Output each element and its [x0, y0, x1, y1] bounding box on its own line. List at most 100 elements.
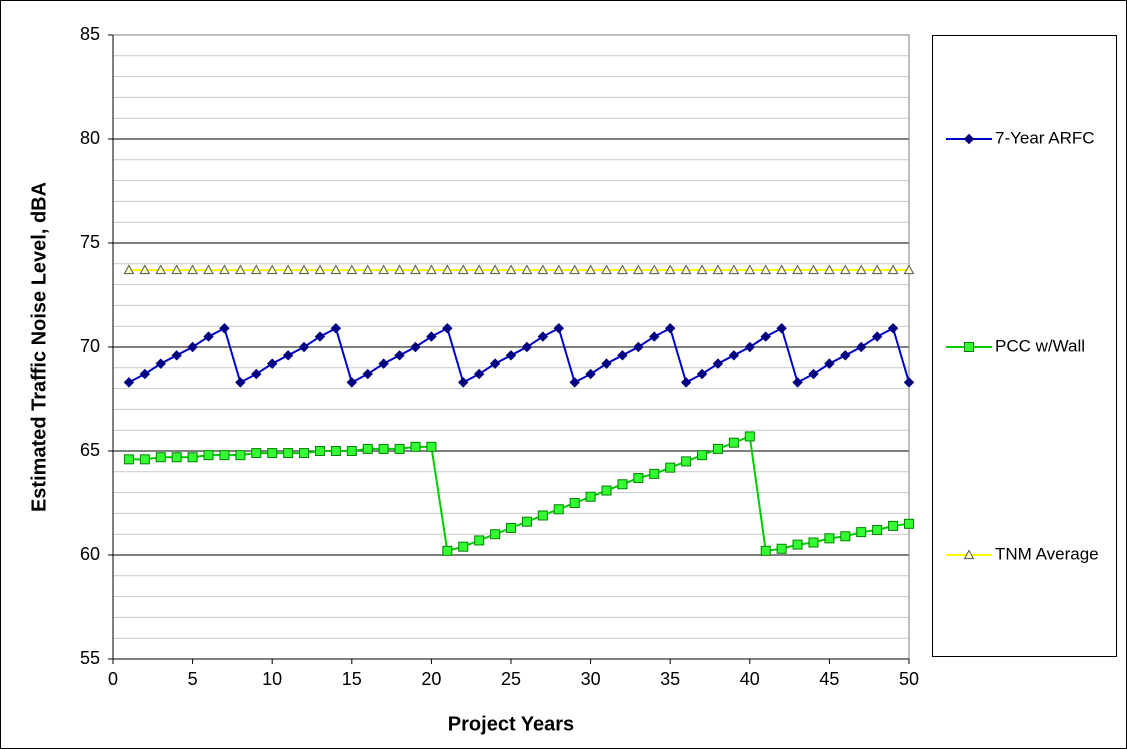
- square-marker: [346, 446, 357, 456]
- square-marker: [219, 450, 230, 461]
- legend-label: PCC w/Wall: [995, 336, 1085, 355]
- triangle-marker: [808, 264, 819, 275]
- triangle-marker: [744, 264, 756, 275]
- diamond-marker: [664, 323, 676, 334]
- square-marker: [856, 527, 867, 538]
- triangle-marker: [473, 264, 485, 275]
- triangle-marker: [362, 264, 374, 275]
- triangle-marker: [330, 264, 342, 275]
- square-marker: [235, 450, 246, 461]
- square-marker: [697, 450, 708, 461]
- square-marker: [617, 479, 628, 490]
- square-marker: [251, 448, 262, 459]
- diamond-marker: [696, 368, 708, 380]
- diamond-marker: [649, 331, 660, 342]
- diamond-marker: [617, 350, 628, 361]
- square-marker: [537, 510, 548, 521]
- triangle-marker: [792, 264, 803, 275]
- square-marker: [314, 446, 325, 456]
- square-marker: [203, 450, 214, 461]
- triangle-marker: [203, 264, 214, 275]
- x-tick-label: 35: [660, 669, 680, 689]
- square-marker: [681, 456, 692, 467]
- square-marker: [521, 516, 532, 527]
- diamond-marker: [473, 368, 485, 380]
- triangle-marker: [441, 264, 453, 275]
- square-marker: [569, 498, 580, 508]
- triangle-marker: [505, 264, 517, 275]
- x-tick-label: 40: [740, 669, 760, 689]
- triangle-marker: [235, 264, 246, 275]
- y-tick-label: 85: [80, 24, 100, 44]
- square-marker: [394, 443, 405, 454]
- square-marker: [330, 446, 341, 456]
- diamond-marker: [585, 368, 596, 380]
- diamond-marker: [792, 377, 803, 388]
- triangle-marker: [521, 264, 533, 275]
- triangle-marker: [187, 264, 198, 275]
- square-marker: [585, 491, 596, 502]
- legend-label: 7-Year ARFC: [995, 128, 1095, 147]
- triangle-marker: [696, 264, 708, 275]
- y-tick-label: 75: [80, 232, 100, 252]
- triangle-marker: [776, 264, 787, 275]
- square-marker: [760, 545, 771, 556]
- diamond-marker: [235, 377, 246, 388]
- diamond-marker: [903, 377, 915, 388]
- y-tick-label: 65: [80, 440, 100, 460]
- x-tick-label: 45: [819, 669, 839, 689]
- square-marker: [888, 520, 899, 531]
- diamond-marker: [569, 377, 580, 388]
- y-tick-label: 80: [80, 128, 100, 148]
- triangle-marker: [617, 264, 628, 275]
- triangle-marker: [282, 264, 294, 275]
- triangle-marker: [824, 264, 835, 275]
- triangle-marker: [871, 264, 883, 275]
- triangle-marker: [855, 264, 867, 275]
- diamond-marker: [728, 350, 740, 361]
- square-marker: [633, 473, 644, 484]
- triangle-marker: [537, 264, 549, 275]
- diamond-marker: [442, 323, 453, 334]
- square-marker: [744, 431, 755, 442]
- triangle-marker: [155, 264, 167, 275]
- triangle-marker: [712, 264, 724, 275]
- triangle-marker: [585, 264, 596, 275]
- triangle-marker: [553, 264, 565, 275]
- diamond-marker: [123, 377, 135, 388]
- x-tick-label: 15: [342, 669, 362, 689]
- triangle-marker: [394, 264, 405, 275]
- diamond-marker: [840, 350, 851, 361]
- square-marker: [442, 545, 453, 556]
- square-marker: [426, 441, 437, 452]
- diamond-marker: [266, 358, 278, 369]
- diamond-marker: [601, 358, 612, 369]
- triangle-marker: [680, 264, 692, 275]
- legend-marker: [963, 549, 975, 560]
- triangle-marker: [903, 264, 915, 275]
- diamond-marker: [410, 341, 421, 353]
- triangle-marker: [139, 264, 151, 275]
- diamond-marker: [537, 331, 549, 342]
- triangle-marker: [123, 264, 135, 275]
- diamond-marker: [282, 350, 294, 361]
- square-marker: [123, 454, 134, 465]
- triangle-marker: [250, 264, 262, 275]
- square-marker: [187, 452, 198, 463]
- diamond-marker: [871, 331, 883, 342]
- square-marker: [728, 437, 739, 448]
- square-marker: [410, 441, 421, 452]
- diamond-marker: [298, 341, 310, 353]
- triangle-marker: [887, 264, 899, 275]
- y-axis-title: Estimated Traffic Noise Level, dBA: [28, 182, 50, 512]
- square-marker: [665, 462, 676, 473]
- diamond-marker: [346, 377, 358, 388]
- x-tick-label: 20: [421, 669, 441, 689]
- square-marker: [649, 468, 660, 479]
- diamond-marker: [680, 377, 692, 388]
- diamond-marker: [330, 323, 342, 334]
- triangle-marker: [426, 264, 437, 275]
- diamond-marker: [505, 350, 517, 361]
- diamond-marker: [203, 331, 214, 342]
